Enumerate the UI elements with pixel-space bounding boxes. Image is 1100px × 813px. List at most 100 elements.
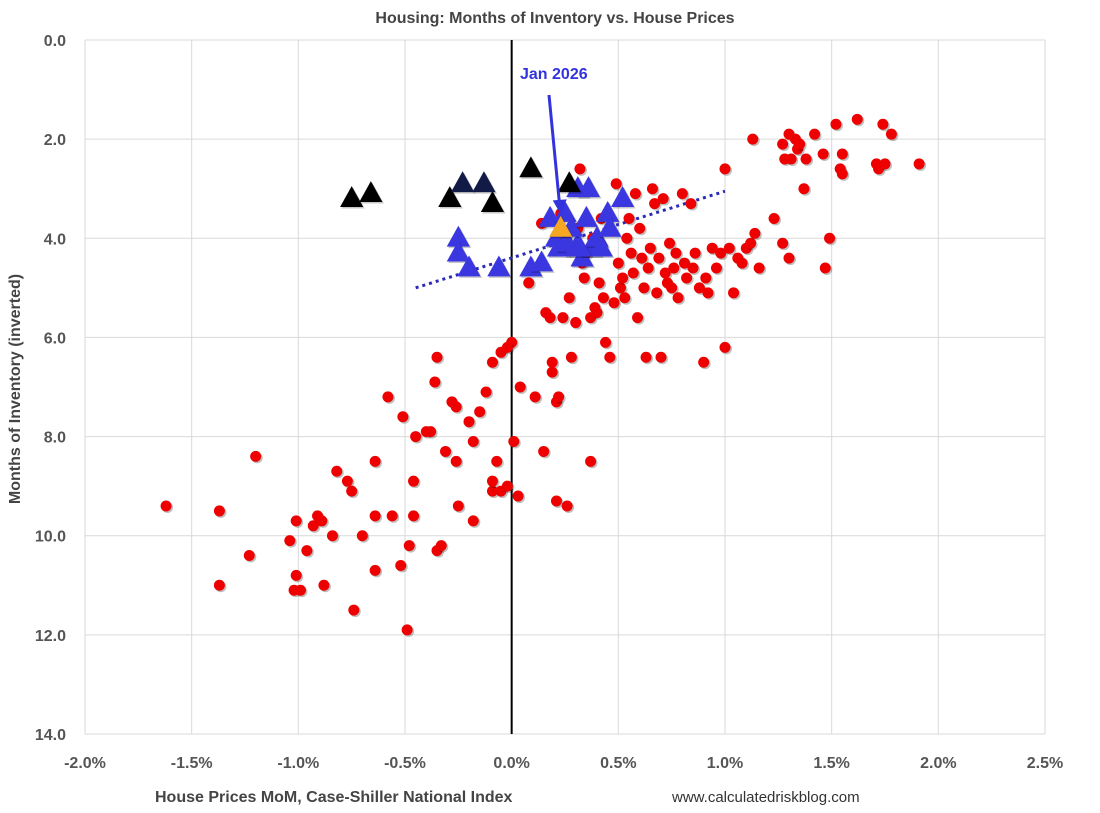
red-point: [544, 312, 556, 324]
red-point: [657, 193, 669, 205]
red-point: [715, 247, 727, 259]
blue-triangle-point: [576, 176, 601, 198]
red-point: [538, 445, 550, 457]
red-point: [486, 475, 498, 487]
blue-triangle-point: [553, 200, 577, 222]
red-point: [294, 584, 306, 596]
y-tick-label: 0.0: [44, 33, 66, 50]
red-point: [794, 138, 806, 150]
red-point: [591, 307, 603, 319]
red-point: [450, 401, 462, 413]
red-point: [753, 262, 765, 274]
red-point: [636, 252, 648, 264]
red-point: [382, 391, 394, 403]
red-point: [632, 312, 644, 324]
black-triangle-point: [480, 191, 505, 212]
red-point: [798, 183, 810, 195]
red-point: [728, 287, 740, 299]
red-point: [670, 247, 682, 259]
data-points: [160, 113, 927, 637]
blue-triangle-point: [596, 200, 620, 222]
red-point: [710, 262, 722, 274]
red-point: [467, 436, 479, 448]
red-point: [666, 282, 678, 294]
red-point: [687, 262, 699, 274]
red-point: [785, 153, 797, 165]
black-triangle-point: [359, 181, 383, 203]
x-tick-label: 0.5%: [600, 755, 636, 772]
red-point: [851, 113, 863, 125]
red-point: [243, 550, 255, 562]
red-point: [431, 351, 443, 363]
red-point: [678, 257, 690, 269]
red-point: [698, 356, 710, 368]
red-point: [824, 232, 836, 244]
x-tick-label: -1.0%: [277, 755, 319, 772]
red-point: [681, 272, 693, 284]
red-point: [213, 505, 225, 517]
red-point: [450, 455, 462, 467]
red-point: [619, 292, 631, 304]
red-point: [501, 480, 513, 492]
red-point: [401, 624, 413, 636]
red-point: [501, 341, 513, 353]
black-triangle-point: [519, 156, 543, 178]
x-tick-label: 0.0%: [493, 755, 529, 772]
red-point: [429, 376, 441, 388]
x-tick-label: -1.5%: [171, 755, 213, 772]
red-point: [877, 118, 889, 130]
red-point: [553, 391, 565, 403]
red-point: [369, 455, 381, 467]
red-point: [836, 168, 848, 180]
x-tick-label: 1.0%: [707, 755, 743, 772]
red-point: [747, 133, 759, 145]
red-point: [629, 188, 641, 200]
x-tick-labels: -2.0% -1.5% -1.0% -0.5% 0.0% 0.5% 1.0% 1.5% 2.0%…: [64, 755, 1063, 772]
black-triangle-point: [340, 186, 364, 207]
x-tick-label: 1.5%: [813, 755, 849, 772]
red-point: [408, 475, 420, 487]
blue-triangle-point: [598, 215, 622, 237]
red-point: [529, 391, 541, 403]
x-tick-label: 2.5%: [1027, 755, 1063, 772]
red-point: [386, 510, 398, 522]
red-point: [452, 500, 464, 512]
red-point: [403, 540, 415, 552]
blue-triangle-point: [446, 240, 470, 262]
red-point: [745, 237, 757, 249]
red-point: [307, 520, 319, 532]
red-point: [250, 450, 262, 462]
red-point: [819, 262, 831, 274]
red-point: [642, 262, 654, 274]
blue-triangle-point: [446, 225, 470, 247]
x-tick-label: -0.5%: [384, 755, 426, 772]
red-point: [817, 148, 829, 160]
blue-triangle-point: [589, 235, 613, 257]
red-point: [348, 604, 360, 616]
navy-triangle-point: [451, 171, 475, 193]
red-point: [689, 247, 701, 259]
red-point: [610, 178, 622, 190]
red-point: [676, 188, 688, 200]
red-point: [563, 292, 575, 304]
red-point: [491, 455, 503, 467]
red-point: [326, 530, 338, 542]
red-point: [474, 406, 486, 418]
red-point: [783, 252, 795, 264]
red-point: [749, 227, 761, 239]
annotation-arrow-line: [547, 94, 562, 207]
red-point: [395, 559, 407, 571]
red-point: [316, 515, 328, 527]
y-tick-label: 10.0: [35, 529, 66, 546]
red-point: [486, 485, 498, 497]
red-point: [213, 579, 225, 591]
red-point: [646, 183, 658, 195]
red-point: [561, 500, 573, 512]
red-point: [702, 287, 714, 299]
red-point: [290, 515, 302, 527]
y-tick-label: 4.0: [44, 231, 66, 248]
red-point: [570, 317, 582, 329]
red-point: [486, 356, 498, 368]
red-point: [685, 198, 697, 210]
red-point: [463, 416, 475, 428]
